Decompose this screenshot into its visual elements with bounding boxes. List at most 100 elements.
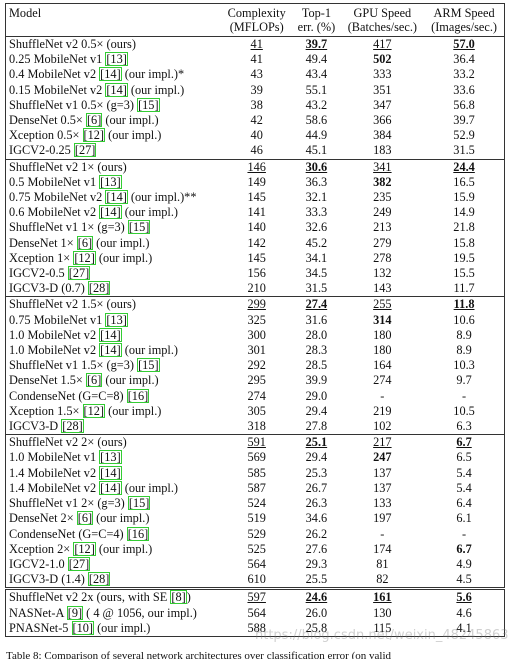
value-cell: 52.9 — [424, 128, 504, 143]
value-text: 5.4 — [456, 480, 472, 495]
citation: [14] — [99, 480, 122, 495]
table-row: ShuffleNet v2 0.5× (ours) 41 39.7 417 57.0 — [5, 36, 505, 53]
value-text: 305 — [247, 403, 266, 418]
value-text: 142 — [247, 235, 266, 250]
value-cell: 29.3 — [292, 557, 340, 572]
value-text: 183 — [373, 143, 392, 158]
citation: [28] — [87, 281, 111, 296]
value-cell: 36.3 — [292, 175, 340, 190]
value-cell: 26.7 — [292, 481, 340, 496]
citation: [14] — [105, 82, 128, 97]
value-cell: 325 — [221, 313, 292, 328]
value-cell: 235 — [341, 190, 425, 205]
value-cell: 38 — [221, 98, 292, 113]
table-row: 1.0 MobileNet v2 [14] 300 28.0 180 8.9 — [6, 327, 505, 343]
model-cell: 0.75 MobileNet v1 [13] — [9, 312, 128, 327]
table-row: 1.0 MobileNet v1 [13] 569 29.4 247 6.5 — [6, 450, 505, 465]
value-text: 15.8 — [453, 235, 475, 250]
value-text: 213 — [373, 220, 392, 235]
value-text: 597 — [247, 590, 266, 605]
value-cell: 26.0 — [292, 606, 340, 621]
value-text: 137 — [373, 480, 392, 495]
model-cell: DenseNet 1.5× [6] (our impl.) — [9, 373, 159, 388]
value-text: - — [462, 388, 467, 403]
watermark: https://blog.csdn.net/weixin_48245863 — [255, 628, 508, 643]
header-text: Complexity — [227, 6, 286, 20]
value-cell: 10.6 — [424, 313, 504, 328]
value-text: 9.7 — [456, 373, 472, 388]
value-text: 38 — [250, 97, 263, 112]
value-cell: 6.7 — [424, 542, 504, 557]
value-text: 30.6 — [305, 159, 328, 174]
value-text: 130 — [373, 605, 392, 620]
value-cell: 33.2 — [424, 67, 504, 82]
value-cell: 49.4 — [292, 52, 340, 67]
table-row: DenseNet 1× [6] (our impl.) 142 45.2 279 15.… — [6, 235, 505, 251]
value-cell: 15.8 — [424, 236, 504, 251]
value-text: 82 — [376, 572, 389, 587]
model-cell: DenseNet 2× [6] (our impl.) — [9, 511, 150, 526]
value-cell: 6.3 — [424, 419, 504, 435]
value-cell: 217 — [340, 434, 425, 451]
citation: [12] — [73, 250, 96, 265]
value-text: 44.9 — [305, 128, 328, 143]
value-cell: 46 — [221, 143, 292, 159]
citation: [15] — [137, 97, 160, 112]
header-cell: Top-1 err. (%) — [292, 4, 340, 37]
value-text: 174 — [373, 541, 392, 556]
header-text: err. (%) — [297, 20, 336, 34]
citation: [27] — [67, 556, 91, 571]
model-cell: Xception 0.5× [12] (our impl.) — [9, 128, 162, 143]
value-text: 217 — [373, 435, 392, 450]
value-text: 16.5 — [453, 174, 475, 189]
header-text: Top-1 — [301, 6, 332, 20]
value-text: 366 — [373, 113, 392, 128]
value-cell: 4.5 — [424, 572, 504, 589]
table-row: IGCV3-D (0.7) [28] 210 31.5 143 11.7 — [6, 281, 505, 297]
value-text: 318 — [247, 419, 266, 434]
value-text: 31.6 — [305, 312, 328, 327]
value-text: 384 — [373, 128, 392, 143]
model-cell: ShuffleNet v1 0.5× (g=3) [15] — [9, 97, 160, 112]
value-text: - — [380, 526, 385, 541]
value-text: 4.1 — [456, 620, 472, 635]
value-cell: 21.8 — [424, 220, 504, 235]
value-text: 279 — [373, 235, 392, 250]
value-text: 29.4 — [305, 403, 328, 418]
value-cell: 141 — [221, 205, 292, 220]
value-text: 140 — [247, 220, 266, 235]
value-text: 301 — [247, 343, 266, 358]
value-cell: 31.6 — [292, 313, 340, 328]
citation: [6] — [85, 113, 103, 128]
value-cell: 15.9 — [424, 190, 504, 205]
value-cell: 24.4 — [424, 158, 505, 175]
value-text: 39.7 — [453, 113, 475, 128]
table-row: 0.75 MobileNet v1 [13] 325 31.6 314 10.6 — [6, 312, 505, 328]
value-cell: 4.6 — [424, 606, 504, 621]
value-text: 6.3 — [456, 419, 472, 434]
value-text: 10.5 — [453, 403, 475, 418]
value-text: 25.5 — [305, 572, 328, 587]
table-row: 1.4 MobileNet v2 [14] 585 25.3 137 5.4 — [6, 465, 505, 481]
value-text: 10.6 — [453, 312, 475, 327]
value-cell: 32.1 — [292, 190, 340, 205]
value-text: 564 — [247, 556, 266, 571]
value-text: 25.3 — [305, 465, 328, 480]
value-cell: 174 — [341, 542, 425, 557]
value-text: 210 — [247, 281, 266, 296]
model-cell: 0.5 MobileNet v1 [13] — [9, 174, 122, 189]
value-cell: 6.4 — [424, 496, 504, 511]
value-cell: 26.3 — [292, 496, 340, 511]
citation: [6] — [76, 511, 94, 526]
value-text: 42 — [250, 113, 263, 128]
value-cell: 25.5 — [292, 572, 340, 589]
model-cell: IGCV2-0.25 [27] — [9, 143, 97, 158]
value-text: 5.4 — [456, 465, 472, 480]
table-row: ShuffleNet v1 2× (g=3) [15] 524 26.3 133 6.4 — [6, 496, 505, 511]
model-cell: ShuffleNet v2 2× (ours) — [5, 434, 222, 451]
value-text: 4.9 — [456, 556, 472, 571]
value-cell: 26.2 — [292, 527, 340, 542]
value-text: 11.7 — [453, 281, 475, 296]
header-text: (Batches/sec.) — [347, 20, 418, 34]
table-row: IGCV2-1.0 [27] 564 29.3 81 4.9 — [6, 556, 505, 572]
